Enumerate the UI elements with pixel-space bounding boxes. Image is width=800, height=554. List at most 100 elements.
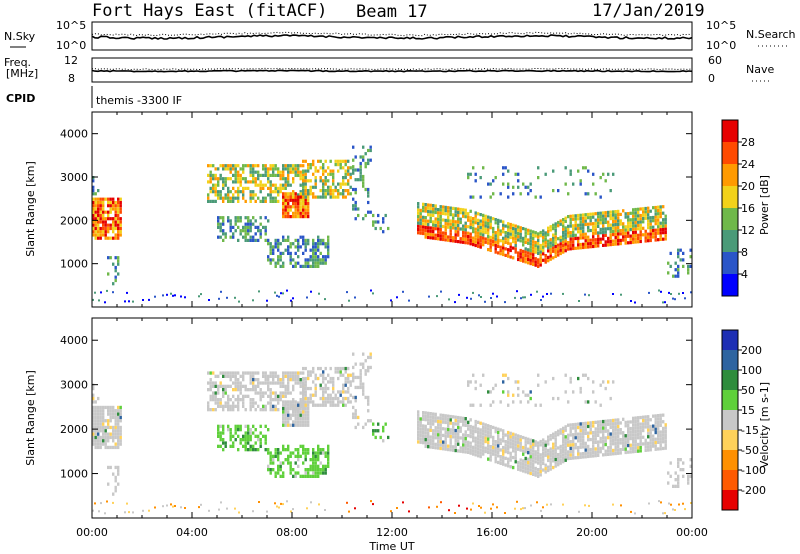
velocity-cell bbox=[304, 474, 307, 478]
power-cell bbox=[379, 226, 382, 231]
power-cell bbox=[627, 241, 630, 245]
velocity-cell bbox=[639, 449, 642, 453]
velocity-cell bbox=[307, 410, 310, 414]
velocity-cell bbox=[592, 447, 595, 451]
velocity-cell bbox=[274, 374, 277, 378]
velocity-cell bbox=[214, 381, 217, 385]
power-cell bbox=[242, 167, 245, 171]
power-speckle bbox=[588, 294, 590, 297]
power-cell bbox=[212, 183, 215, 187]
power-cell bbox=[224, 196, 227, 200]
velocity-cell bbox=[492, 435, 495, 440]
power-cell bbox=[329, 192, 332, 196]
power-cell bbox=[327, 179, 330, 183]
power-cell bbox=[537, 258, 540, 262]
power-cell bbox=[304, 211, 307, 215]
velocity-cell bbox=[97, 415, 100, 420]
velocity-cell bbox=[284, 371, 287, 375]
velocity-cell bbox=[319, 471, 322, 475]
power-cell bbox=[109, 217, 112, 221]
velocity-cell bbox=[334, 366, 337, 371]
velocity-cell bbox=[427, 428, 430, 432]
power-cell bbox=[277, 167, 280, 171]
power-cell bbox=[244, 180, 247, 184]
power-cell bbox=[267, 242, 270, 246]
velocity-cell bbox=[547, 448, 550, 453]
velocity-cell bbox=[444, 437, 447, 441]
power-cell bbox=[107, 272, 110, 276]
power-cell bbox=[92, 200, 95, 205]
velocity-cell bbox=[282, 474, 285, 478]
power-cell bbox=[649, 235, 652, 239]
velocity-cell bbox=[564, 435, 567, 439]
velocity-cell bbox=[362, 365, 365, 370]
power-cell bbox=[222, 232, 225, 236]
velocity-cell bbox=[229, 428, 232, 432]
power-cell bbox=[489, 235, 492, 239]
power-cell bbox=[507, 248, 510, 252]
velocity-cell bbox=[117, 429, 120, 433]
power-cell bbox=[567, 231, 570, 235]
power-cell bbox=[304, 205, 307, 209]
velocity-cell bbox=[257, 438, 260, 442]
power-cell bbox=[309, 192, 312, 196]
velocity-cell bbox=[287, 458, 290, 462]
velocity-cell bbox=[297, 403, 300, 407]
power-cell bbox=[287, 198, 290, 202]
power-cell bbox=[214, 167, 217, 171]
velocity-speckle bbox=[480, 506, 482, 509]
velocity-cell bbox=[422, 414, 425, 418]
power-speckle bbox=[612, 293, 614, 295]
velocity-cell bbox=[317, 451, 320, 455]
velocity-cell bbox=[312, 451, 315, 455]
velocity-cell bbox=[587, 376, 590, 381]
power-cell bbox=[489, 222, 492, 226]
velocity-cell bbox=[364, 395, 367, 400]
power-cell bbox=[264, 173, 267, 177]
power-cell bbox=[557, 224, 560, 228]
velocity-cell bbox=[432, 419, 435, 423]
velocity-cell bbox=[639, 442, 642, 446]
power-cell bbox=[222, 229, 225, 233]
power-cell bbox=[237, 196, 240, 200]
velocity-cell bbox=[579, 432, 582, 436]
velocity-cell bbox=[619, 441, 622, 445]
power-cell bbox=[457, 223, 460, 227]
velocity-cell bbox=[572, 453, 575, 457]
power-cell bbox=[609, 243, 612, 247]
power-cell bbox=[449, 229, 452, 233]
power-cell bbox=[439, 234, 442, 238]
velocity-cell bbox=[367, 369, 370, 373]
power-cell bbox=[114, 204, 117, 208]
velocity-speckle bbox=[280, 502, 282, 505]
velocity-cell bbox=[657, 440, 660, 444]
colorbar-cell bbox=[722, 450, 738, 471]
velocity-cell bbox=[542, 461, 545, 466]
power-cell bbox=[604, 214, 607, 218]
velocity-cell bbox=[527, 451, 530, 455]
velocity-cell bbox=[557, 463, 560, 467]
power-cell bbox=[539, 230, 542, 235]
velocity-cell bbox=[112, 432, 115, 436]
power-cell bbox=[327, 189, 330, 193]
power-cell bbox=[679, 258, 682, 262]
power-cell bbox=[544, 241, 547, 245]
power-cell bbox=[224, 232, 227, 236]
power-cell bbox=[324, 255, 327, 259]
velocity-cell bbox=[292, 474, 295, 478]
velocity-cell bbox=[529, 448, 532, 452]
velocity-cell bbox=[657, 420, 660, 424]
power-cell bbox=[294, 170, 297, 174]
velocity-cell bbox=[647, 445, 650, 449]
power-cell bbox=[297, 242, 300, 246]
velocity-cell bbox=[299, 371, 302, 375]
power-cell bbox=[282, 170, 285, 174]
velocity-cell bbox=[544, 443, 547, 447]
power-cell bbox=[514, 227, 517, 231]
nsearch-tick-low: 10^0 bbox=[706, 39, 736, 52]
power-cell bbox=[527, 251, 530, 255]
power-cell bbox=[644, 213, 647, 217]
power-cell bbox=[279, 255, 282, 259]
power-cell bbox=[612, 239, 615, 243]
power-cell bbox=[259, 232, 262, 236]
